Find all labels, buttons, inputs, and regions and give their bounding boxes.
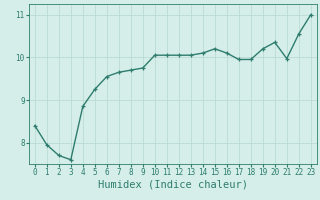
X-axis label: Humidex (Indice chaleur): Humidex (Indice chaleur)	[98, 180, 248, 190]
